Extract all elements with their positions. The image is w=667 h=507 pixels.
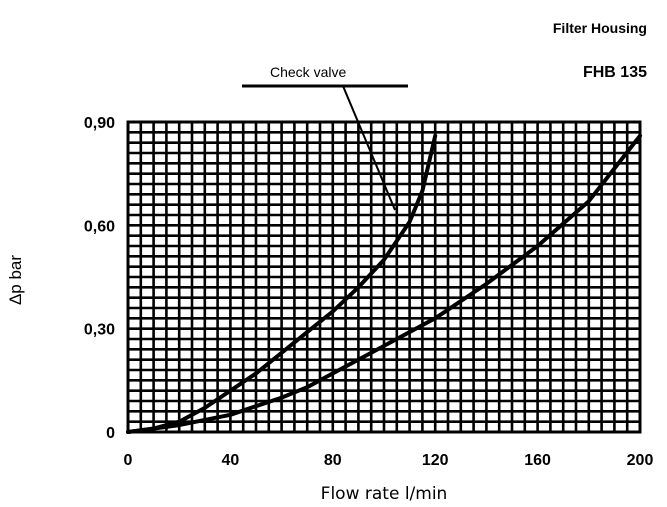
series-lines: [126, 133, 642, 434]
x-tick-label: 0: [124, 452, 133, 469]
y-tick-label: 0,60: [84, 218, 115, 235]
check-valve-annotation: Check valve: [270, 64, 347, 80]
x-tick-label: 80: [324, 452, 342, 469]
y-tick-label: 0: [106, 425, 115, 442]
x-axis-label: Flow rate l/min: [320, 484, 448, 504]
y-tick-label: 0,90: [84, 115, 115, 132]
chart-title: Filter Housing: [552, 20, 647, 36]
x-tick-label: 160: [524, 452, 551, 469]
y-tick-label: 0,30: [84, 322, 115, 339]
grid: [128, 122, 640, 432]
series-line-1: [126, 133, 438, 434]
model-label: FHB 135: [582, 64, 647, 81]
x-tick-label: 40: [222, 452, 240, 469]
plot-frame: [126, 120, 642, 434]
x-tick-label: 120: [422, 452, 449, 469]
axes: [126, 120, 642, 434]
x-tick-label: 200: [627, 452, 654, 469]
series-line-2: [126, 133, 642, 434]
annotation-leader-line: [342, 85, 396, 211]
tick-labels: 0 40 80 120 160 200 0 0,30 0,60 0,90: [84, 115, 654, 469]
annotation-lines: [242, 84, 408, 211]
